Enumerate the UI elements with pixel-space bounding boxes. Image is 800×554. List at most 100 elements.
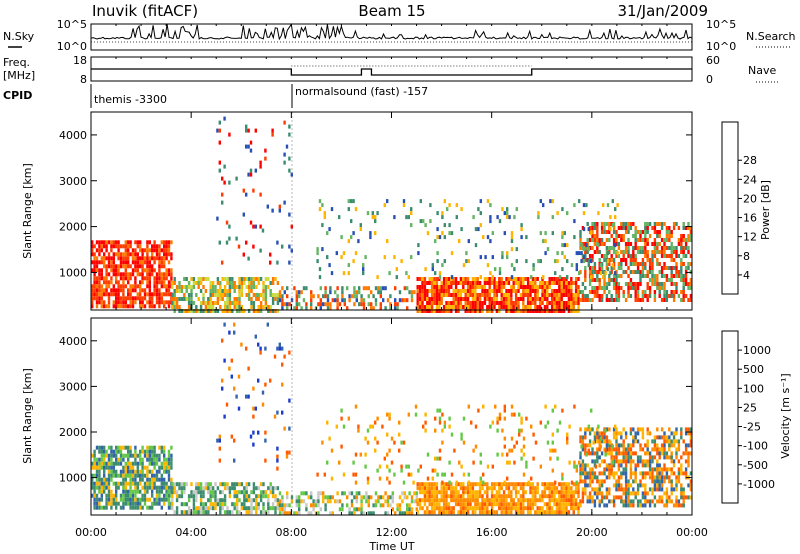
scatter-cell	[605, 439, 609, 444]
scatter-cell	[247, 366, 250, 371]
scatter-cell	[155, 256, 159, 261]
scatter-cell	[593, 262, 597, 266]
date-title: 31/Jan/2009	[618, 2, 709, 20]
scatter-cell	[141, 300, 144, 305]
scatter-cell	[520, 235, 523, 240]
scatter-cell	[527, 480, 530, 485]
scatter-cell	[611, 263, 614, 268]
scatter-cell	[507, 482, 511, 487]
scatter-cell	[421, 301, 424, 305]
scatter-cell	[129, 461, 132, 466]
scatter-cell	[617, 262, 621, 266]
scatter-cell	[530, 424, 533, 429]
scatter-cell	[584, 471, 587, 476]
scatter-cell	[406, 511, 409, 516]
scatter-cell	[610, 463, 613, 468]
scatter-cell	[663, 463, 666, 468]
scatter-cell	[226, 297, 229, 301]
scatter-cell	[148, 264, 151, 269]
scatter-cell	[498, 502, 501, 507]
scatter-cell	[549, 456, 552, 461]
scatter-cell	[442, 309, 446, 313]
scatter-cell	[593, 294, 597, 298]
scatter-cell	[235, 494, 239, 499]
scatter-cell	[512, 506, 515, 511]
scatter-cell	[238, 301, 241, 305]
scatter-cell	[122, 457, 125, 462]
scatter-cell	[442, 277, 446, 281]
scatter-cell	[155, 501, 159, 506]
scatter-cell	[596, 270, 599, 274]
scatter-cell	[561, 251, 564, 256]
scatter-cell	[259, 164, 262, 169]
scatter-cell	[364, 452, 367, 457]
scatter-cell	[288, 503, 291, 508]
scatter-cell	[570, 480, 574, 485]
scatter-cell	[517, 309, 520, 313]
scatter-cell	[680, 471, 683, 476]
scatter-cell	[209, 486, 212, 491]
scatter-cell	[107, 252, 111, 257]
scatter-cell	[267, 498, 270, 503]
scatter-cell	[445, 285, 448, 289]
scatter-cell	[648, 503, 652, 508]
scatter-cell	[670, 471, 673, 476]
scatter-cell	[639, 250, 642, 254]
scatter-cell	[448, 424, 451, 429]
scatter-cell	[554, 259, 557, 264]
scatter-cell	[689, 483, 693, 488]
scatter-cell	[536, 309, 539, 313]
scatter-cell	[682, 226, 685, 230]
scatter-cell	[490, 494, 494, 499]
x-tick-label: 00:00	[75, 526, 107, 539]
scatter-cell	[598, 238, 601, 242]
scatter-cell	[615, 431, 618, 436]
scatter-cell	[95, 457, 99, 462]
scatter-cell	[416, 285, 419, 289]
scatter-cell	[91, 284, 94, 289]
scatter-cell	[225, 220, 229, 225]
scatter-cell	[636, 487, 640, 492]
scatter-cell	[682, 282, 685, 286]
scatter-cell	[634, 254, 637, 258]
scatter-cell	[110, 477, 113, 482]
scatter-cell	[202, 506, 205, 511]
scatter-cell	[682, 439, 685, 444]
scatter-cell	[195, 482, 198, 487]
scatter-cell	[95, 260, 99, 265]
scatter-cell	[506, 211, 509, 216]
scatter-cell	[350, 219, 353, 224]
scatter-cell	[223, 358, 226, 363]
scatter-cell	[146, 276, 149, 281]
scatter-cell	[636, 439, 640, 444]
scatter-cell	[617, 234, 621, 238]
scatter-cell	[675, 270, 678, 274]
scatter-cell	[591, 222, 594, 226]
scatter-cell	[687, 455, 690, 460]
scatter-cell	[544, 404, 547, 409]
scatter-cell	[543, 486, 547, 491]
scatter-cell	[240, 277, 244, 281]
scatter-cell	[98, 280, 101, 285]
scatter-cell	[500, 510, 503, 515]
scatter-cell	[406, 503, 409, 508]
scatter-cell	[391, 499, 394, 504]
scatter-cell	[143, 497, 147, 502]
scatter-cell	[219, 289, 222, 293]
scatter-cell	[474, 482, 477, 487]
scatter-cell	[498, 486, 501, 491]
scatter-cell	[155, 453, 159, 458]
scatter-cell	[247, 498, 251, 503]
scatter-cell	[656, 258, 659, 262]
scatter-cell	[556, 251, 559, 256]
x-tick-label: 16:00	[476, 526, 508, 539]
scatter-cell	[586, 499, 589, 504]
scatter-cell	[584, 487, 587, 492]
scatter-cell	[510, 239, 514, 244]
scatter-cell	[450, 281, 453, 285]
scatter-cell	[124, 465, 127, 470]
scatter-cell	[440, 289, 443, 293]
scatter-cell	[293, 306, 296, 311]
scatter-cell	[622, 499, 625, 504]
scatter-cell	[531, 502, 535, 507]
